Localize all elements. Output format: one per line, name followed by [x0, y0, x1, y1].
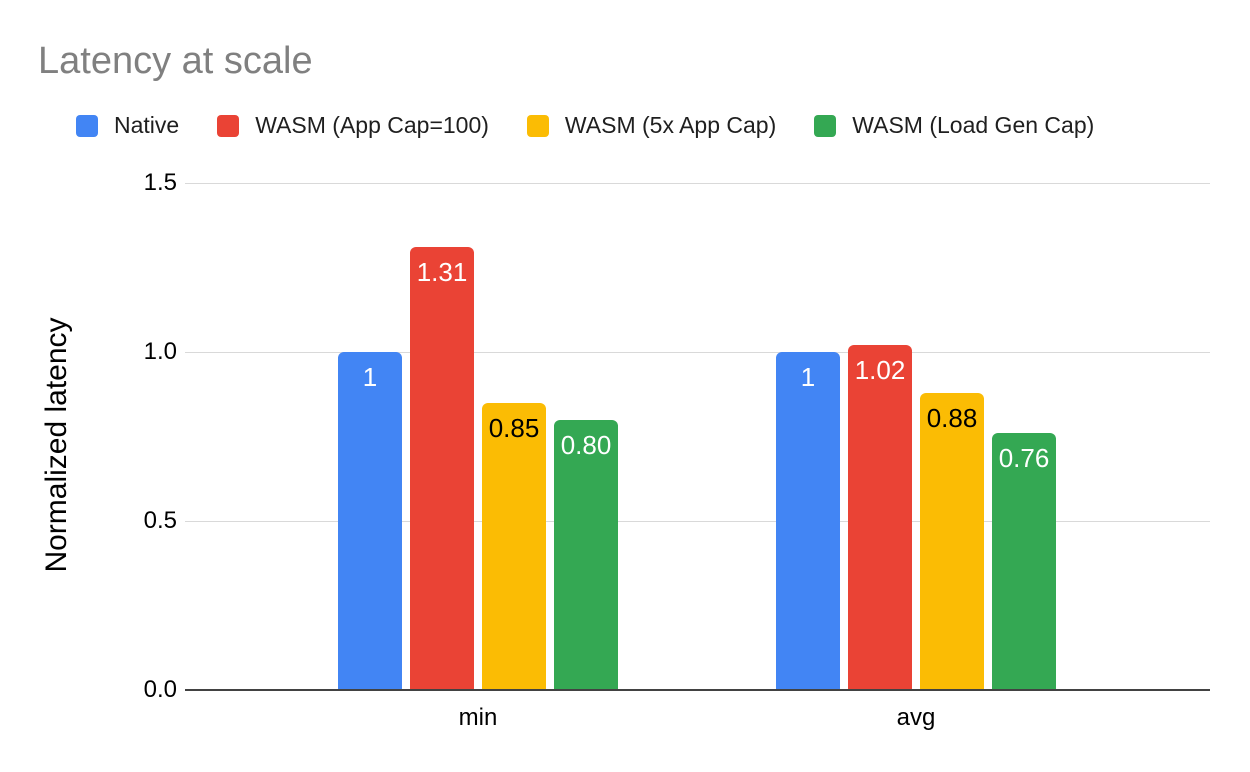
bar-avg-wasm-load-gen-cap: 0.76	[992, 433, 1056, 690]
legend-label: WASM (App Cap=100)	[255, 112, 489, 138]
gridline-0.5	[185, 521, 1210, 522]
legend-label: Native	[114, 112, 180, 138]
bar-value-label: 1.02	[854, 355, 906, 386]
x-category-label-min: min	[458, 704, 498, 731]
bar-avg-wasm-5x-app-cap: 0.88	[920, 392, 984, 690]
gridline-1.0	[185, 352, 1210, 353]
bar-value-label: 0.88	[926, 402, 978, 433]
chart-title: Latency at scale	[38, 40, 313, 82]
x-axis-line	[185, 689, 1210, 691]
legend-item-native: Native	[76, 112, 179, 139]
legend-swatch-icon	[217, 114, 240, 137]
legend-item-wasm-load-gen-cap: WASM (Load Gen Cap)	[814, 112, 1094, 139]
bar-value-label: 0.85	[488, 412, 540, 443]
bar-value-label: 0.80	[560, 429, 612, 460]
bar-value-label: 0.76	[998, 443, 1050, 474]
bar-min-wasm-load-gen-cap: 0.80	[554, 419, 618, 690]
bar-value-label: 1	[362, 362, 378, 392]
bar-avg-native: 1	[776, 352, 840, 690]
plot-area: 0.0 0.5 1.0 1.5 1 1.31 0.85 0.80 1 1.02 0.88 0.76	[144, 169, 1210, 703]
bar-avg-wasm-app-cap-100: 1.02	[848, 345, 912, 690]
y-tick-label: 1.5	[143, 169, 177, 196]
legend-label: WASM (Load Gen Cap)	[852, 112, 1095, 138]
legend-swatch-icon	[814, 114, 837, 137]
y-axis-title: Normalized latency	[40, 317, 73, 573]
bar-value-label: 1.31	[416, 257, 468, 288]
bar-min-wasm-5x-app-cap: 0.85	[482, 402, 546, 690]
bar-value-label: 1	[800, 362, 816, 392]
gridline-1.5	[185, 183, 1210, 184]
bar-group-min: 1 1.31 0.85 0.80	[338, 247, 618, 690]
legend-item-wasm-app-cap-100: WASM (App Cap=100)	[217, 112, 489, 139]
bar-min-wasm-app-cap-100: 1.31	[410, 247, 474, 690]
bar-group-avg: 1 1.02 0.88 0.76	[776, 345, 1056, 690]
bar-min-native: 1	[338, 352, 402, 690]
y-tick-label: 0.0	[143, 676, 177, 703]
y-tick-label: 0.5	[143, 507, 177, 534]
x-category-label-avg: avg	[896, 704, 936, 731]
legend-swatch-icon	[526, 114, 549, 137]
legend: Native WASM (App Cap=100) WASM (5x App Cap…	[76, 112, 1094, 139]
legend-item-wasm-5x-app-cap: WASM (5x App Cap)	[526, 112, 777, 139]
legend-label: WASM (5x App Cap)	[564, 112, 777, 138]
y-tick-label: 1.0	[143, 338, 177, 365]
legend-swatch-icon	[76, 114, 98, 137]
